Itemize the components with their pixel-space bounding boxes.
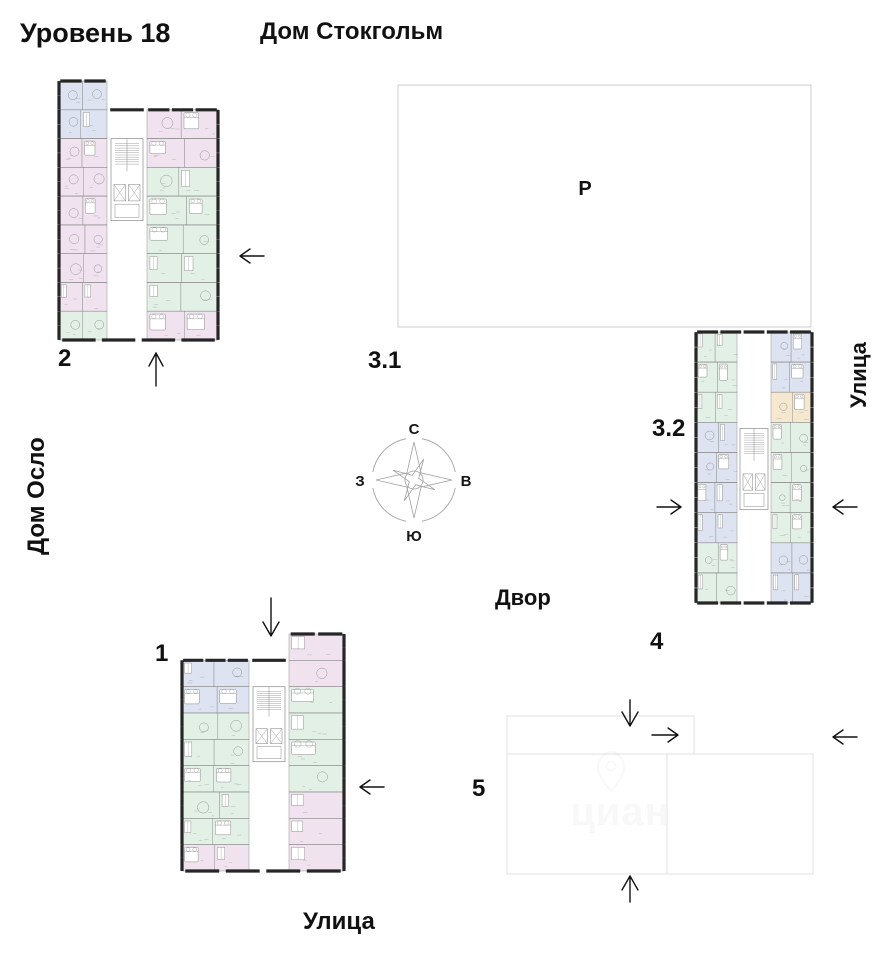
svg-text:циан: циан xyxy=(570,790,670,834)
svg-text:Р: Р xyxy=(578,178,591,200)
svg-text:В: В xyxy=(461,473,472,490)
svg-text:Ю: Ю xyxy=(406,528,421,545)
svg-text:С: С xyxy=(409,421,420,438)
svg-text:З: З xyxy=(355,473,364,490)
